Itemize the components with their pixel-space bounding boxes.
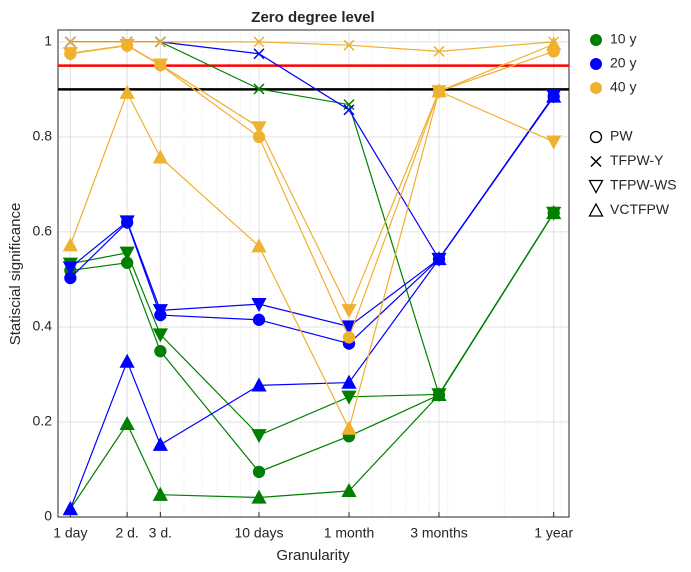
plot-frame (57, 29, 570, 518)
point (119, 39, 135, 54)
point (546, 205, 562, 220)
point (546, 88, 562, 103)
legend-marker (588, 179, 604, 194)
legend-swatch (590, 34, 602, 46)
x-tick-label: 3 months (410, 525, 468, 541)
chart-title: Zero degree level (251, 9, 374, 26)
legend-swatch (590, 82, 602, 94)
point (431, 387, 447, 402)
y-tick-label: 0.2 (33, 413, 53, 429)
point (64, 36, 76, 48)
point (431, 83, 447, 98)
point (251, 377, 267, 392)
series-line (70, 41, 554, 52)
point (252, 465, 266, 479)
x-axis-label: Granularity (276, 547, 350, 564)
legend-marker (588, 202, 604, 217)
legend-label: TFPW-WS (610, 177, 677, 193)
point (431, 251, 447, 266)
point (152, 486, 168, 501)
series-line (69, 96, 555, 510)
point (251, 489, 267, 504)
point (251, 429, 267, 444)
series-line (70, 44, 554, 312)
x-tick-label: 1 day (53, 525, 87, 541)
point (433, 45, 445, 57)
legend-swatch (590, 58, 602, 70)
point (343, 104, 355, 116)
point (251, 121, 267, 136)
point (251, 238, 267, 253)
point (62, 237, 78, 252)
point (152, 304, 168, 319)
point (546, 36, 562, 51)
series-line (70, 41, 555, 396)
point (341, 304, 357, 319)
point (119, 84, 135, 99)
legend-label: 40 y (610, 79, 636, 95)
point (343, 39, 355, 51)
point (119, 215, 135, 230)
point (253, 48, 265, 60)
point (546, 135, 562, 150)
point (341, 420, 357, 435)
series-line (70, 212, 555, 473)
y-tick-label: 0.8 (33, 128, 53, 144)
legend-label: PW (610, 128, 633, 144)
point (119, 353, 135, 368)
point (152, 149, 168, 164)
legend-label: TFPW-Y (610, 152, 664, 168)
legend-marker (589, 130, 603, 144)
y-tick-label: 0.6 (33, 223, 53, 239)
point (62, 501, 78, 516)
y-tick-label: 1 (44, 33, 52, 49)
point (154, 36, 166, 48)
point (119, 416, 135, 431)
point (253, 83, 265, 95)
legend-label: VCTFPW (610, 201, 670, 217)
legend-label: 10 y (610, 31, 636, 47)
point (152, 436, 168, 451)
legend-marker (590, 155, 602, 168)
y-tick-label: 0.4 (33, 318, 53, 334)
point (154, 345, 167, 358)
y-tick-label: 0 (44, 508, 52, 524)
point (342, 331, 356, 344)
x-tick-label: 3 d. (149, 525, 172, 541)
point (251, 297, 267, 313)
x-tick-label: 1 month (324, 525, 375, 541)
x-tick-label: 10 days (234, 525, 283, 541)
point (253, 36, 265, 48)
point (341, 390, 357, 405)
point (152, 328, 168, 343)
point (341, 374, 357, 389)
point (252, 313, 266, 326)
x-tick-label: 2 d. (115, 525, 138, 541)
series-line (69, 96, 555, 345)
legend-label: 20 y (610, 55, 636, 71)
point (152, 58, 168, 73)
point (341, 483, 357, 498)
y-axis-label: Statiscial significance (7, 203, 24, 346)
point (62, 261, 78, 276)
series-line (69, 212, 555, 510)
point (119, 246, 135, 261)
point (62, 47, 78, 62)
x-tick-label: 1 year (534, 525, 573, 541)
